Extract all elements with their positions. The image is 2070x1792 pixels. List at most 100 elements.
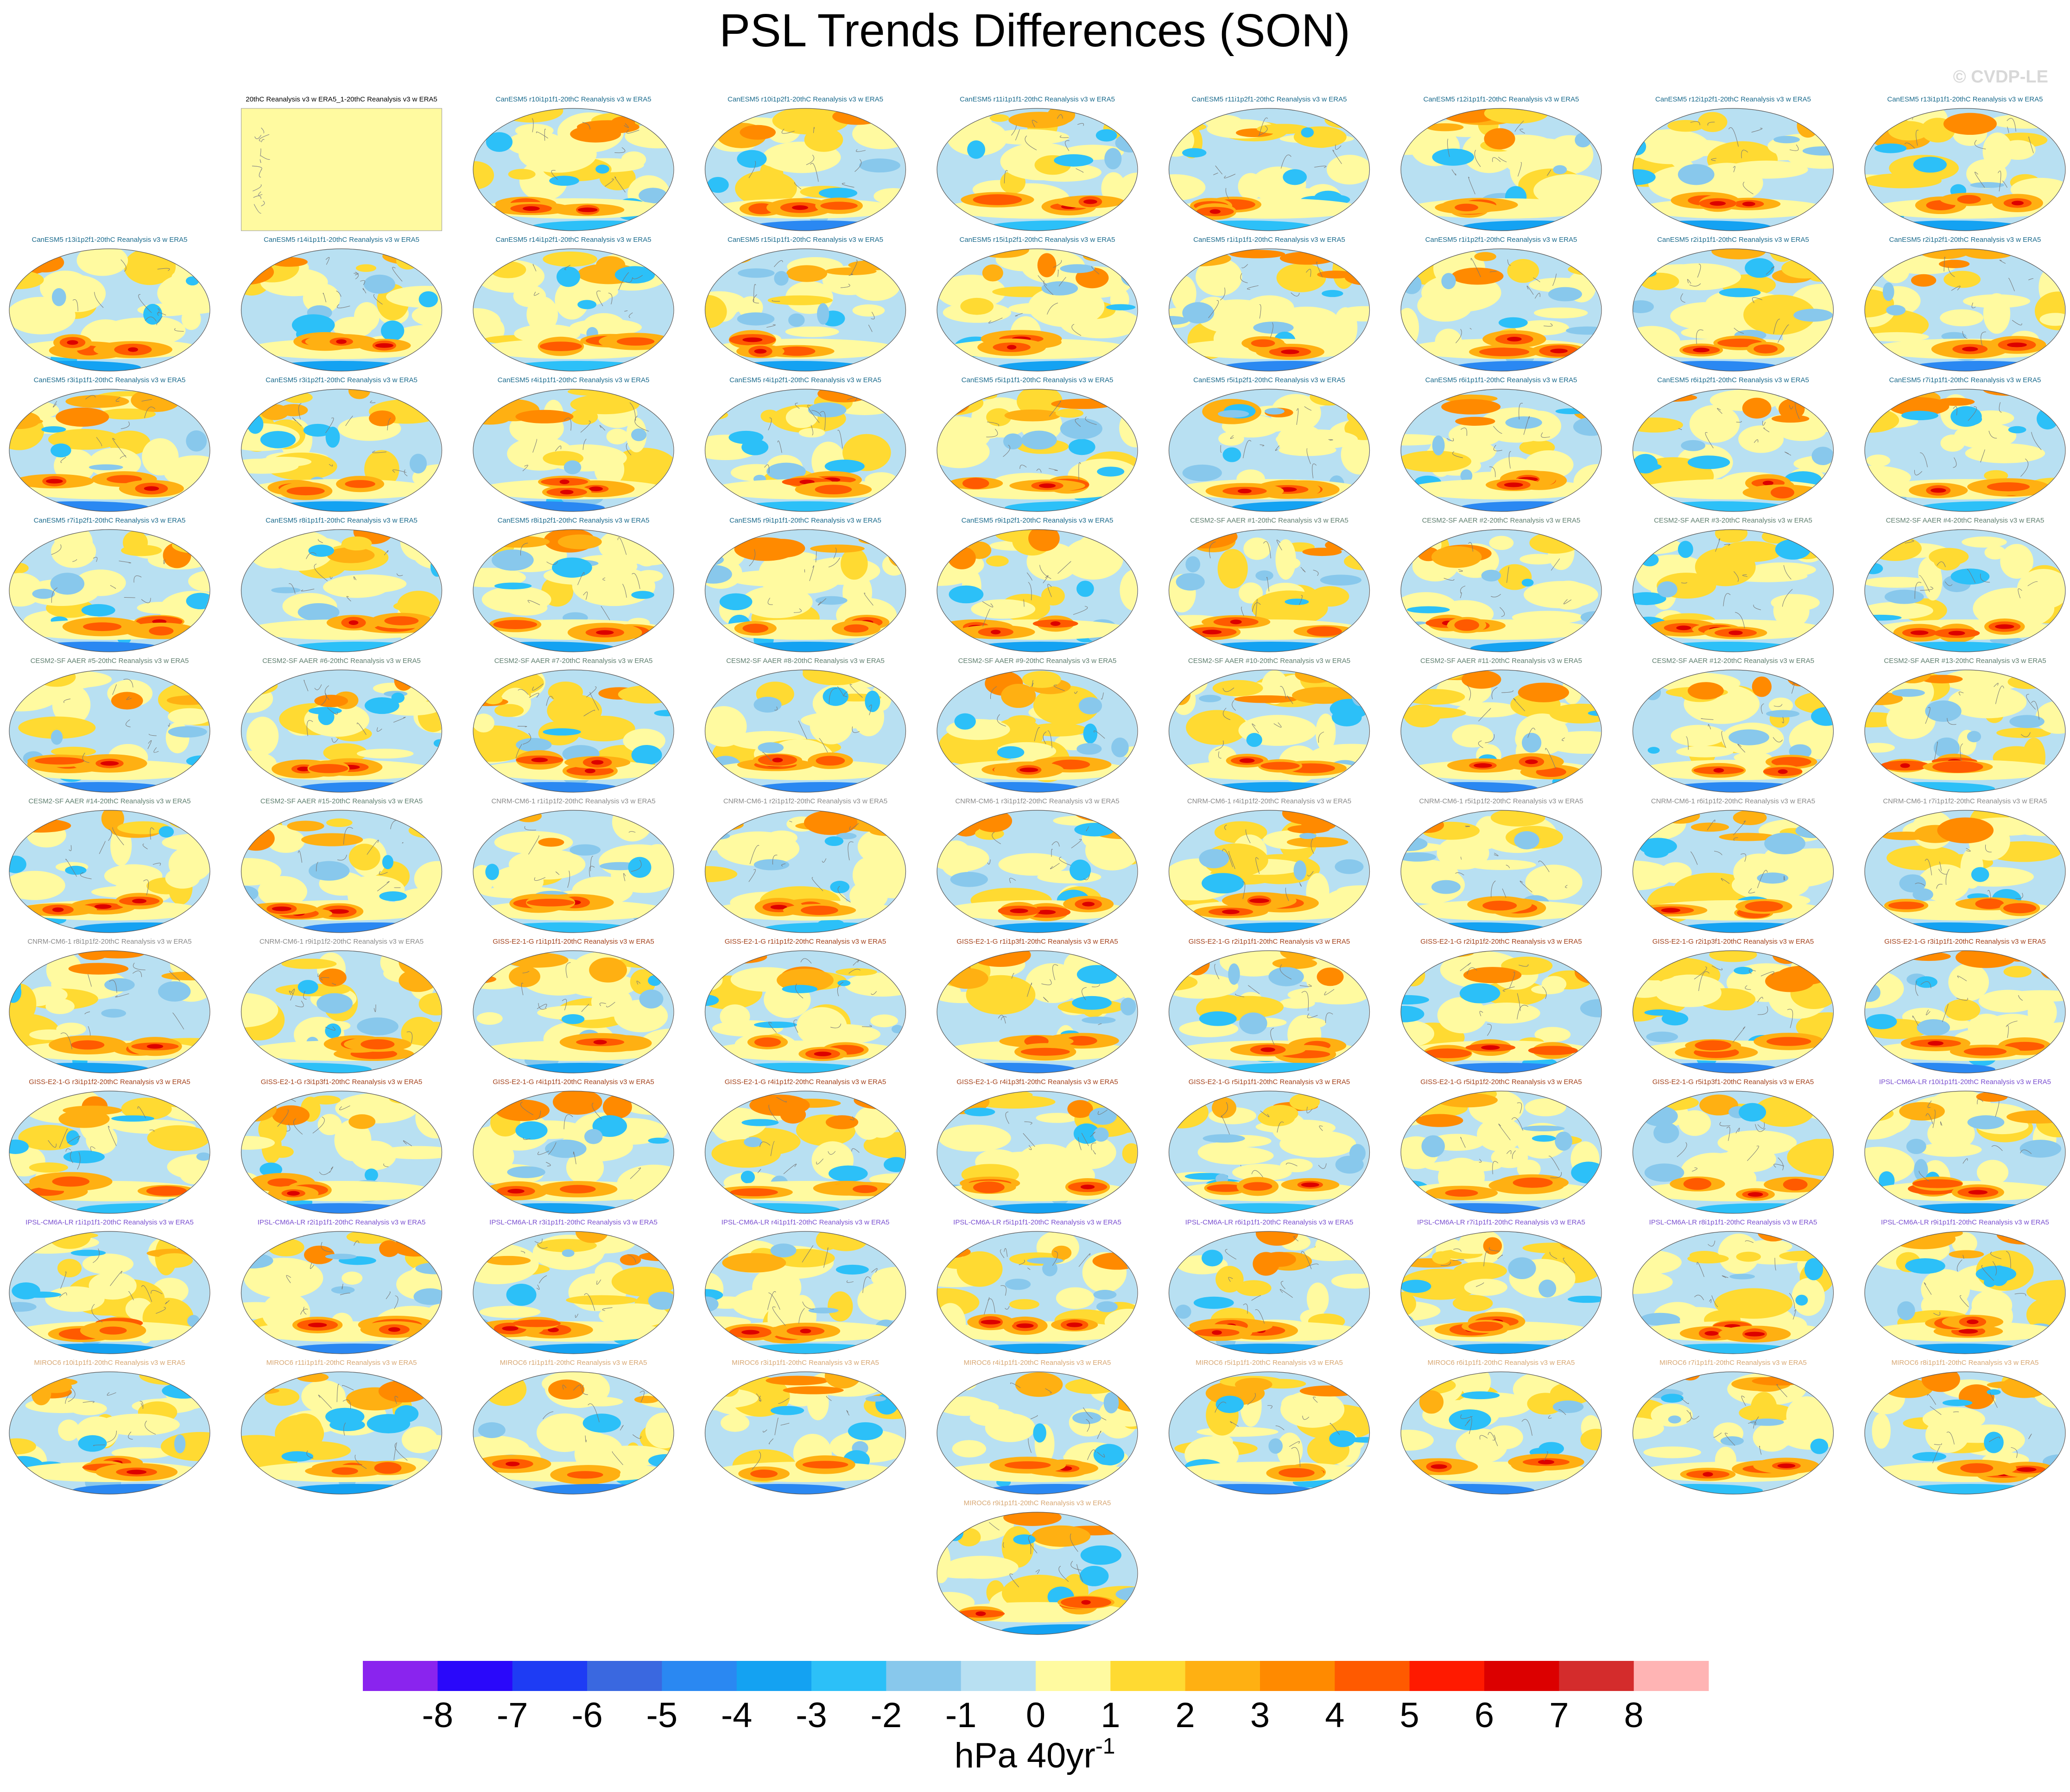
field-blob [430,556,442,577]
coastline [128,1432,133,1440]
field-blob [1671,725,1726,747]
field-blob [599,1303,669,1328]
coastline [342,1385,354,1391]
field-blob [63,1105,122,1115]
field-blob [1056,1287,1095,1309]
field-blob [158,981,191,1002]
field-blob [1948,631,1965,636]
coastline [851,1148,860,1153]
field-blob [342,1271,363,1285]
field-blob [393,325,442,348]
field-blob [712,251,752,264]
field-blob [1899,874,1926,893]
field-blob [1076,965,1117,984]
map-field [473,389,673,511]
coastline [336,1384,340,1402]
field-blob [123,316,186,345]
field-blob [1905,1258,1945,1274]
field-blob [494,704,524,717]
coastline [151,1290,163,1294]
coastline [537,1150,550,1155]
field-blob [594,453,625,486]
coastline [1548,1415,1552,1419]
coastline [1478,708,1491,722]
field-blob [621,151,646,168]
field-blob [260,431,296,448]
field-blob [937,1303,966,1344]
field-blob [1949,1250,1984,1259]
coastline [1563,1258,1575,1274]
field-blob [1810,1372,1833,1390]
coastline [1937,562,1946,568]
coastline [1723,593,1731,606]
coastline [816,1158,823,1165]
field-blob [98,1413,180,1436]
map-field [1865,530,2065,652]
coastline [774,1418,779,1435]
coastline [770,1141,775,1156]
coastline [1452,451,1463,458]
panel-map [241,1091,443,1214]
field-blob [78,1435,107,1452]
field-blob [562,1249,575,1257]
coastline [793,608,802,613]
map-field [705,810,905,933]
field-blob [18,1291,62,1298]
coastline [1724,544,1730,546]
panel-title: CNRM-CM6-1 r8i1p1f2-20thC Reanalysis v3 … [27,938,191,946]
field-blob [1174,1484,1314,1494]
field-blob [1431,546,1482,568]
field-blob [196,1152,209,1161]
field-blob [971,422,1004,439]
field-blob [647,844,668,857]
coastline [144,406,156,418]
field-blob [1865,408,1899,433]
coastline [1228,1277,1233,1282]
field-blob [740,125,776,140]
field-blob [1667,782,1807,792]
field-blob [473,815,502,833]
coastline [254,135,262,139]
coastline [582,122,590,130]
field-blob [9,1139,29,1155]
coastline [1792,1309,1796,1320]
field-blob [70,1401,107,1415]
coastline [864,593,874,606]
panel-map [241,1231,443,1354]
field-blob [1473,1003,1540,1024]
coastline [1299,595,1303,606]
coastline [120,421,130,429]
colorbar-units: hPa 40yr-1 [955,1734,1115,1775]
map-outline [1168,529,1370,652]
field-blob [1005,501,1137,511]
field-blob [325,1254,357,1260]
field-blob [1199,849,1229,869]
field-blob [1203,1134,1245,1143]
coastline [1974,139,1986,150]
coastline [1686,1410,1692,1423]
field-blob [1958,1329,1978,1334]
coastline [546,561,558,565]
coastline [1279,964,1292,979]
panel-title: GISS-E2-1-G r3i1p3f1-20thC Reanalysis v3… [261,1078,422,1086]
panel-title: CNRM-CM6-1 r7i1p1f2-20thC Reanalysis v3 … [1883,797,2047,805]
field-blob [1093,1444,1125,1466]
field-blob [1522,732,1542,753]
coastline [1503,986,1515,992]
field-blob [642,810,673,827]
field-blob [639,1252,673,1262]
field-blob [1201,1147,1274,1165]
panel-map [9,1091,210,1214]
coastline [1757,870,1768,889]
coastline [394,1442,408,1461]
coastline [1034,727,1040,741]
panel-title: CESM2-SF AAER #3-20thC Reanalysis v3 w E… [1654,517,1812,524]
field-blob [1775,539,1811,560]
field-blob [1401,1006,1424,1022]
coastline [1000,1016,1007,1021]
coastline [1098,1023,1102,1025]
map-field [937,1372,1137,1494]
coastline [1766,266,1775,275]
field-blob [1169,974,1239,999]
map-outline [241,248,443,372]
